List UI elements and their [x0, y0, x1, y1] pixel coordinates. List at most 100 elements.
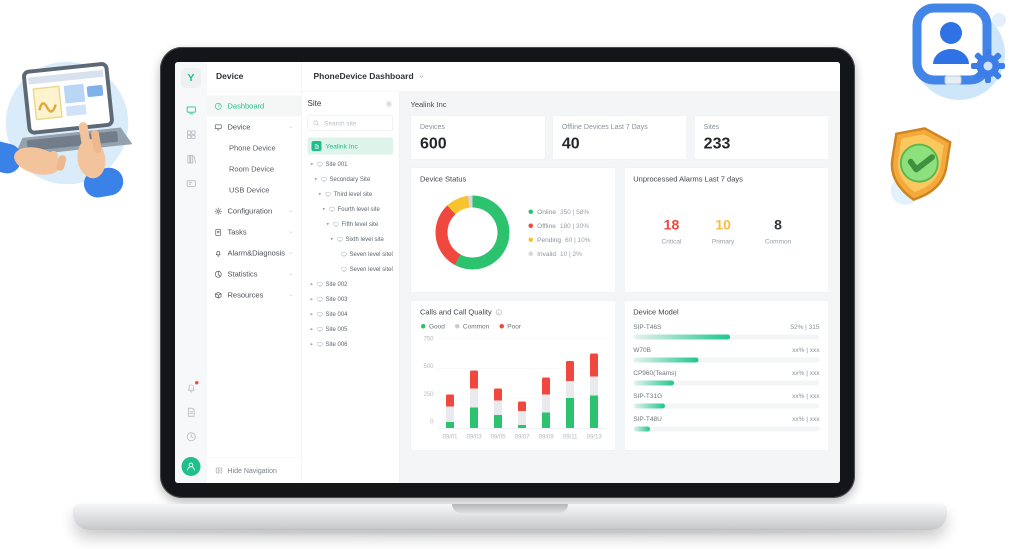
alarm-primary: 10 Primary — [712, 217, 734, 245]
tree-node-secondary-site[interactable]: ▾ Secondary Site — [308, 172, 394, 187]
x-tick-label: 09/09 — [538, 433, 554, 440]
library-icon[interactable] — [185, 154, 197, 166]
tree-expand-arrow[interactable]: ▸ — [310, 296, 314, 302]
sidebar: Device Dashboard Device Phone Device Room D… — [207, 62, 302, 483]
stat-card-devices: Devices 600 — [410, 115, 546, 160]
model-row-cp960-teams: CP960(Teams) xx% | xxx — [633, 369, 820, 386]
devices-icon[interactable] — [185, 105, 197, 117]
tree-node-seven-level-site01[interactable]: Seven level site01 — [308, 247, 393, 262]
tree-collapse-arrow[interactable]: ▾ — [318, 191, 322, 197]
sidebar-item-phone-device[interactable]: Phone Device — [207, 138, 301, 159]
site-node-icon — [329, 206, 336, 213]
monitor-icon[interactable] — [185, 178, 197, 190]
user-card-illustration — [912, 3, 1006, 100]
sidebar-item-device[interactable]: Device — [207, 117, 301, 138]
sidebar-item-label: Tasks — [227, 227, 247, 237]
sidebar-item-room-device[interactable]: Room Device — [207, 159, 301, 180]
bar-segment-common — [590, 376, 599, 396]
tree-root-label: Yealink Inc — [325, 142, 358, 150]
site-search-input[interactable] — [323, 118, 388, 128]
security-shield-illustration — [890, 127, 952, 205]
apps-grid-icon[interactable] — [185, 129, 197, 141]
alarm-value: 8 — [774, 217, 782, 233]
sidebar-item-tasks[interactable]: Tasks — [207, 222, 301, 243]
tree-expand-arrow[interactable]: ▸ — [310, 326, 314, 332]
x-tick-label: 09/13 — [586, 433, 602, 440]
bar-09-03 — [470, 370, 479, 428]
tree-node-sixth-level-site[interactable]: ▾ Sixth level site — [308, 232, 394, 247]
bar-09-13 — [590, 353, 599, 428]
bar-09-07 — [518, 401, 527, 428]
tree-node-label: Site 004 — [325, 310, 348, 318]
calls-y-axis: 750 500 250 0 — [420, 335, 438, 428]
dashboard: Yealink Inc Devices 600 Offline Devices La… — [400, 92, 841, 484]
rail-bottom-icons — [185, 376, 199, 450]
tree-expand-arrow[interactable]: ▸ — [310, 281, 314, 287]
tree-collapse-arrow[interactable]: ▾ — [314, 176, 318, 182]
alarm-common: 8 Common — [765, 217, 791, 245]
model-bar-fill — [633, 334, 731, 340]
tree-collapse-arrow[interactable]: ▾ — [322, 206, 326, 212]
tree-node-fourth-level-site[interactable]: ▾ Fourth level site — [308, 202, 394, 217]
tree-expand-arrow[interactable]: ▸ — [310, 341, 314, 347]
sidebar-item-configuration[interactable]: Configuration — [207, 201, 301, 222]
tree-node-label: Site 005 — [325, 325, 348, 333]
tree-root-yealink-inc[interactable]: Yealink Inc — [307, 137, 393, 155]
tree-expand-arrow[interactable]: ▸ — [310, 311, 314, 317]
model-bar-fill — [633, 380, 675, 386]
model-bar-track — [633, 380, 820, 386]
tree-collapse-arrow[interactable]: ▾ — [326, 221, 330, 227]
tree-node-site-006[interactable]: ▸ Site 006 — [308, 337, 394, 352]
icon-rail: Y — [175, 62, 207, 483]
notifications-icon[interactable] — [185, 381, 199, 394]
y-tick-label: 250 — [423, 390, 434, 398]
legend-label: Online — [537, 207, 556, 216]
legend-item-pending: Pending 60 | 10% — [528, 236, 591, 243]
logo-letter: Y — [187, 72, 195, 84]
site-node-icon — [325, 191, 332, 198]
sidebar-item-alarm-diagnosis[interactable]: Alarm&Diagnosis — [207, 243, 301, 264]
tree-node-site-005[interactable]: ▸ Site 005 — [308, 322, 394, 337]
sidebar-item-dashboard[interactable]: Dashboard — [207, 95, 301, 117]
sidebar-item-usb-device[interactable]: USB Device — [207, 180, 301, 201]
sidebar-item-resources[interactable]: Resources — [207, 285, 301, 306]
sidebar-item-statistics[interactable]: Statistics — [207, 264, 301, 285]
tree-node-site-004[interactable]: ▸ Site 004 — [308, 307, 394, 322]
model-bar-fill — [633, 426, 651, 432]
tree-node-site-002[interactable]: ▸ Site 002 — [308, 277, 394, 292]
hide-navigation-button[interactable]: Hide Navigation — [207, 457, 301, 484]
tree-node-third-level-site[interactable]: ▾ Third level site — [308, 187, 394, 202]
sidebar-item-label: USB Device — [229, 185, 270, 195]
topbar: PhoneDevice Dashboard — [301, 62, 840, 92]
resources-icon — [214, 291, 223, 300]
tree-node-fifth-level-site[interactable]: ▾ Fifth level site — [308, 217, 394, 232]
alarm-icon — [214, 249, 223, 258]
info-icon[interactable] — [495, 309, 503, 317]
sidebar-item-label: Resources — [227, 290, 264, 300]
tree-collapse-arrow[interactable]: ▾ — [310, 161, 314, 167]
sidebar-item-label: Device — [227, 122, 251, 132]
site-settings-gear-icon[interactable] — [385, 100, 393, 108]
tree-node-label: Sixth level site — [345, 235, 384, 243]
chevron-down-icon — [418, 73, 425, 80]
history-icon[interactable] — [185, 431, 197, 443]
tree-node-site-001[interactable]: ▾ Site 001 — [308, 157, 394, 172]
device-status-title: Device Status — [420, 175, 467, 184]
stat-label: Offline Devices Last 7 Days — [561, 122, 648, 131]
laptop-screen-bezel: Y Device Dashboard Device Phone Device Room… — [160, 47, 855, 498]
tree-node-site-003[interactable]: ▸ Site 003 — [308, 292, 394, 307]
alarm-value: 18 — [663, 217, 680, 233]
user-avatar[interactable] — [181, 457, 201, 476]
bar-segment-common — [494, 400, 503, 415]
site-search[interactable] — [307, 115, 393, 131]
device-status-card: Device Status Online 350 | 58% Offline 180 … — [410, 167, 616, 293]
legend-value: 350 | 58% — [559, 207, 590, 216]
model-bar-track — [633, 357, 820, 363]
calls-x-axis: 09/01 09/03 09/05 09/07 09/09 09/11 09/13 — [438, 433, 606, 440]
x-tick-label: 09/11 — [562, 433, 578, 440]
tree-node-seven-level-site02[interactable]: Seven level site02 — [308, 262, 393, 277]
tree-collapse-arrow[interactable]: ▾ — [330, 236, 334, 242]
organization-icon — [311, 141, 322, 151]
feedback-icon[interactable] — [185, 407, 197, 419]
dashboard-switcher[interactable]: PhoneDevice Dashboard — [314, 72, 426, 82]
